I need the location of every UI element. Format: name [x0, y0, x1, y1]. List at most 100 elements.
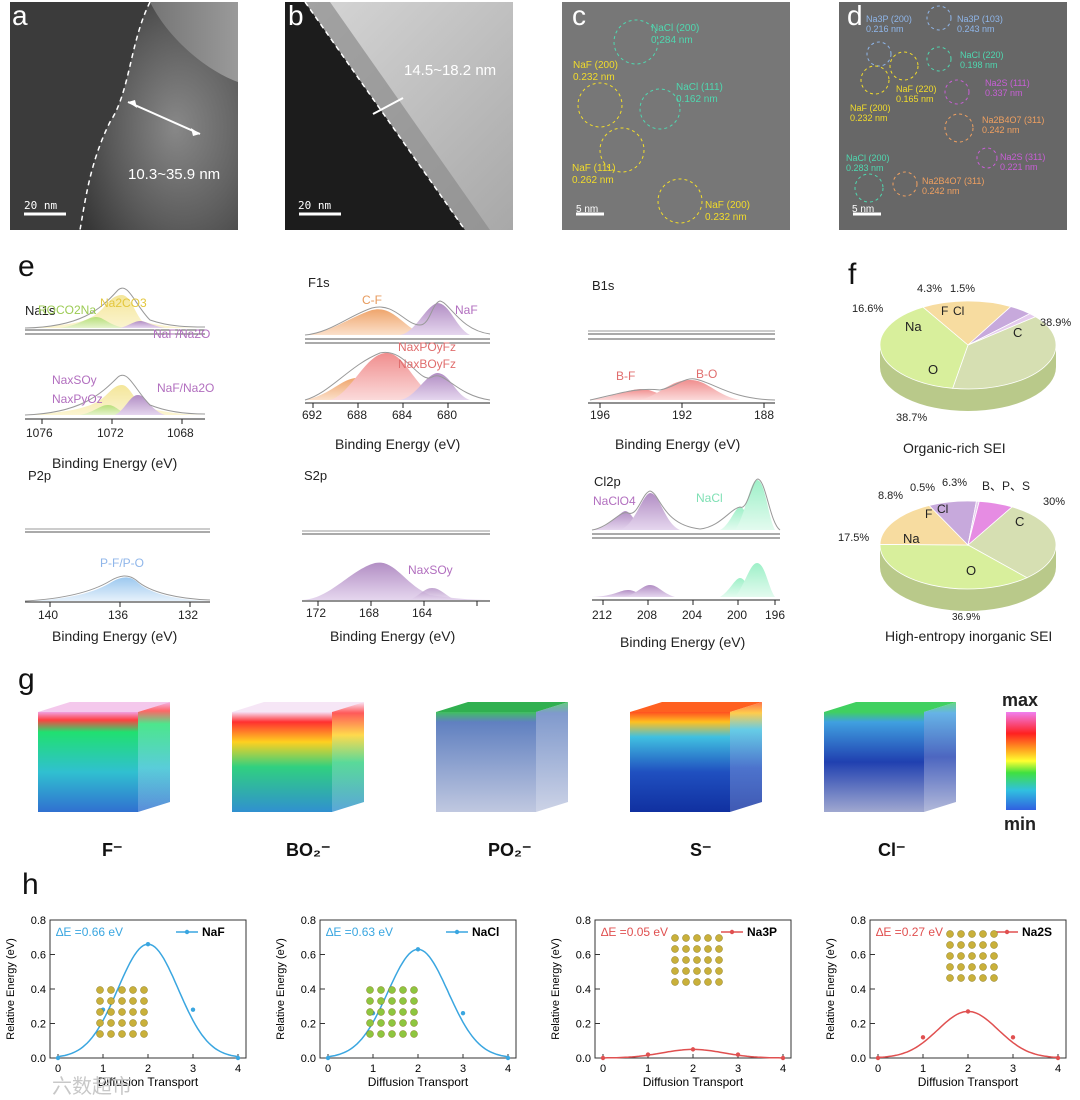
pie-inorganic: [879, 500, 1057, 611]
xps-p2p-bottom-1: P-F/P-O: [100, 556, 144, 570]
x-axis-label: Diffusion Transport: [98, 1075, 199, 1089]
pie-inorganic-pct-na: 17.5%: [838, 532, 870, 544]
xps-f1s-top-2: NaF: [455, 303, 478, 317]
lattice-atom: [388, 997, 396, 1005]
y-tick-label: 0.0: [851, 1053, 866, 1065]
lattice-atom: [968, 963, 976, 971]
lattice-atom: [388, 1030, 396, 1038]
x-tick-label: 4: [235, 1063, 241, 1075]
lattice-atom: [946, 941, 954, 949]
lattice-atom: [693, 934, 701, 942]
tem-image-b: [285, 2, 513, 230]
pie-inorganic-caption: High-entropy inorganic SEI: [885, 628, 1053, 644]
tem-a-scale: 20 nm: [24, 199, 58, 212]
lattice-atom: [96, 1008, 104, 1016]
energy-point: [145, 941, 151, 947]
lattice-atom: [118, 1019, 126, 1027]
lattice-atom: [693, 978, 701, 986]
delta-e-label: ∆E =0.66 eV: [56, 925, 123, 939]
y-tick-label: 0.6: [576, 950, 591, 962]
lattice-atom: [377, 1030, 385, 1038]
crystal-inset: [96, 986, 148, 1038]
pie-inorganic-label-f: F: [925, 507, 933, 521]
pie-organic: [879, 300, 1057, 411]
pie-organic-slice-na: [922, 300, 1012, 346]
lattice-atom: [107, 1030, 115, 1038]
cube-po2: [436, 702, 568, 812]
xps-cl2p-tick-3: 204: [682, 608, 703, 622]
lattice-atom: [946, 930, 954, 938]
panel-label-c: c: [572, 0, 586, 31]
xps-b1s-xlabel: Binding Energy (eV): [615, 436, 741, 452]
lattice-atom: [129, 1030, 137, 1038]
lattice-atom: [410, 1008, 418, 1016]
xps-na1s-tick-3: 1068: [167, 426, 194, 440]
lattice-atom: [671, 978, 679, 986]
xps-p2p-tick-2: 136: [108, 608, 129, 622]
xps-f1s-name: F1s: [308, 275, 330, 290]
lattice-atom: [129, 1008, 137, 1016]
lattice-atom: [682, 956, 690, 964]
ion-label-cl: Cl⁻: [878, 840, 906, 860]
pie-inorganic-label-cl: Cl: [937, 502, 949, 516]
legend-label: Na3P: [747, 925, 777, 939]
energy-point: [875, 1055, 881, 1061]
x-tick-label: 2: [145, 1063, 151, 1075]
xps-cl2p: [591, 478, 781, 605]
pie-inorganic-slice-bps: [967, 500, 1013, 547]
tem-c-label-4: NaF (111) 0.262 nm: [572, 163, 616, 186]
lattice-atom: [990, 952, 998, 960]
lattice-atom: [366, 1030, 374, 1038]
energy-point: [965, 1009, 971, 1014]
lattice-atom: [693, 945, 701, 953]
lattice-atom: [715, 934, 723, 942]
energy-point: [460, 1010, 466, 1016]
x-tick-label: 2: [965, 1063, 971, 1075]
pie-inorganic-slice-o: [879, 543, 1028, 590]
lattice-atom: [979, 963, 987, 971]
ion-distribution-cubes: [38, 702, 956, 812]
pie-organic-pct-na: 16.6%: [852, 303, 884, 315]
lattice-atom: [107, 1019, 115, 1027]
xps-f1s-tick-3: 684: [392, 408, 413, 422]
x-tick-label: 0: [55, 1063, 61, 1075]
delta-e-label: ∆E =0.63 eV: [326, 925, 393, 939]
lattice-atom: [366, 986, 374, 994]
lattice-atom: [946, 952, 954, 960]
tem-c-label-3: NaCl (111) 0.162 nm: [676, 82, 723, 105]
tem-d-label-5: NaF (220) 0.165 nm: [896, 84, 937, 104]
cube-f: [38, 702, 170, 812]
lattice-atom: [715, 978, 723, 986]
plot-frame: [319, 919, 517, 1059]
energy-point: [1055, 1055, 1061, 1061]
legend-label: Na2S: [1022, 925, 1052, 939]
xps-na1s-tick-2: 1072: [97, 426, 124, 440]
legend-marker: [184, 929, 190, 935]
lattice-atom: [377, 1008, 385, 1016]
lattice-atom: [96, 986, 104, 994]
pie-inorganic-label-na: Na: [903, 531, 920, 546]
delta-e-label: ∆E =0.27 eV: [876, 925, 943, 939]
x-tick-label: 3: [1010, 1063, 1016, 1075]
pie-organic-label-cl: Cl: [953, 304, 965, 318]
plot-frame: [594, 919, 792, 1059]
x-tick-label: 3: [190, 1063, 196, 1075]
tem-c-scale: 5 nm: [576, 204, 599, 215]
x-tick-label: 4: [780, 1063, 786, 1075]
xps-s2p-name: S2p: [304, 468, 328, 483]
lattice-atom: [366, 1019, 374, 1027]
x-tick-label: 1: [370, 1063, 376, 1075]
pie-organic-pct-o: 38.7%: [896, 412, 928, 424]
legend-label: NaCl: [472, 925, 499, 939]
tem-d-label-7: Na2B4O7 (311) 0.242 nm: [982, 115, 1045, 135]
lattice-atom: [410, 986, 418, 994]
y-tick-label: 0.0: [31, 1053, 46, 1065]
lattice-atom: [388, 1008, 396, 1016]
lattice-atom: [410, 997, 418, 1005]
legend-marker: [729, 929, 735, 935]
energy-point: [1010, 1035, 1016, 1040]
y-tick-label: 0.2: [301, 1019, 316, 1031]
xps-b1s-name: B1s: [592, 278, 615, 293]
ion-label-f: F⁻: [102, 840, 123, 860]
lattice-atom: [715, 945, 723, 953]
